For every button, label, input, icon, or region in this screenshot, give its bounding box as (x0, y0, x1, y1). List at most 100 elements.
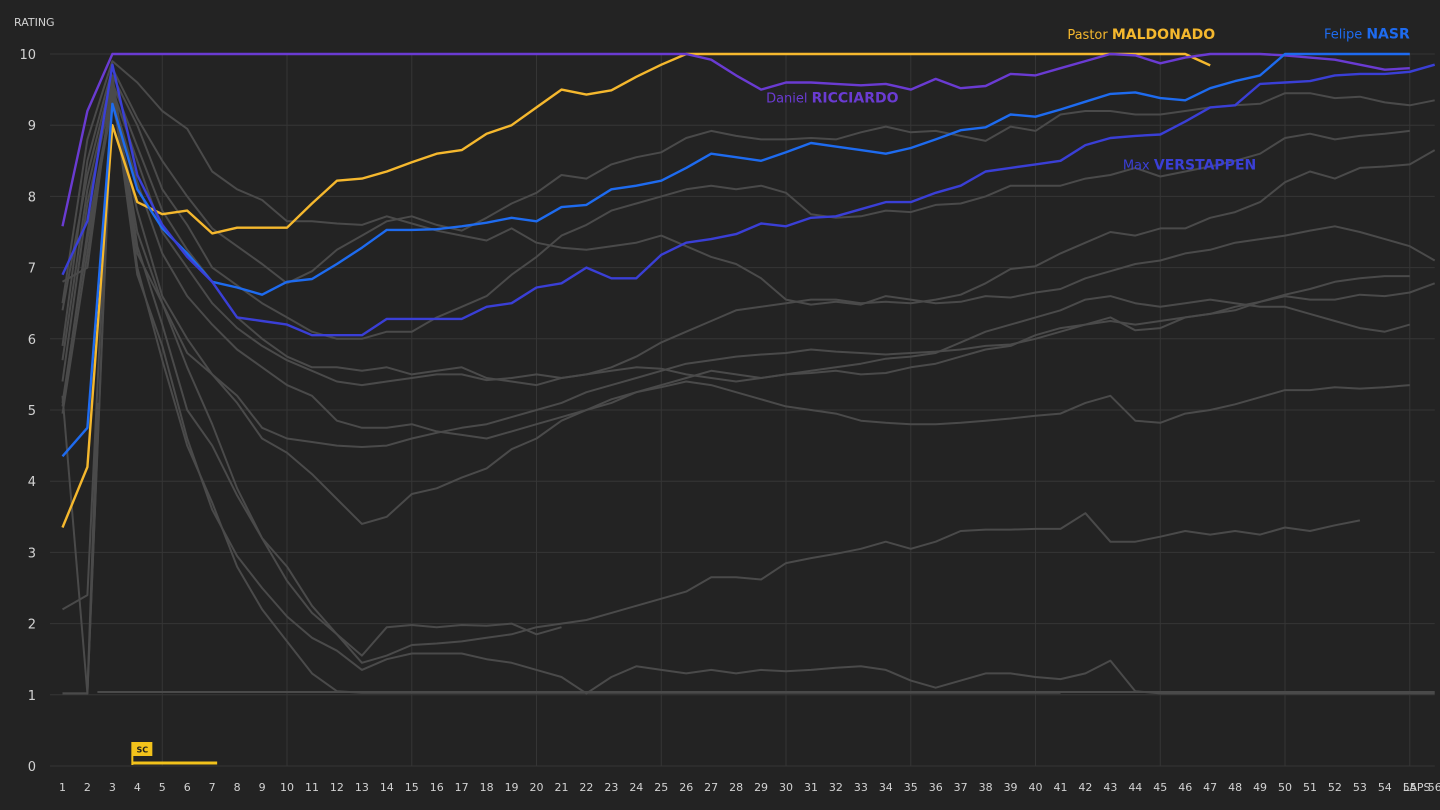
x-tick-label: 46 (1178, 781, 1192, 794)
x-tick-label: 1 (59, 781, 66, 794)
x-tick-label: 35 (904, 781, 918, 794)
x-tick-label: 19 (505, 781, 519, 794)
x-tick-label: 31 (804, 781, 818, 794)
x-tick-label: 47 (1203, 781, 1217, 794)
x-tick-label: 8 (234, 781, 241, 794)
x-tick-label: 21 (554, 781, 568, 794)
x-tick-label: 29 (754, 781, 768, 794)
x-tick-label: 45 (1153, 781, 1167, 794)
background-series-line (61, 81, 1436, 387)
series-label-last-name: VERSTAPPEN (1154, 157, 1256, 173)
background-series-line (61, 95, 1411, 440)
background-series-lines (61, 60, 1436, 695)
series-label-ricciardo: Daniel RICCIARDO (766, 90, 899, 106)
x-tick-label: 9 (259, 781, 266, 794)
y-tick-label: 5 (28, 404, 36, 419)
background-series-line (62, 74, 1361, 664)
highlighted-series-lines (61, 52, 1436, 528)
x-tick-label: 2 (84, 781, 91, 794)
x-tick-label: 7 (209, 781, 216, 794)
background-series-line (61, 88, 1410, 525)
x-tick-label: 20 (530, 781, 544, 794)
x-tick-label: 38 (979, 781, 993, 794)
x-tick-label: 49 (1253, 781, 1267, 794)
x-tick-label: 51 (1303, 781, 1317, 794)
x-tick-label: 39 (1004, 781, 1018, 794)
background-series-line (62, 81, 562, 657)
series-label-first-name: Pastor (1067, 28, 1112, 43)
y-tick-label: 10 (19, 48, 36, 63)
series-line-maldonado (61, 52, 1211, 528)
x-tick-label: 26 (679, 781, 693, 794)
x-tick-label: 44 (1128, 781, 1142, 794)
x-tick-label: 11 (305, 781, 319, 794)
x-tick-label: 33 (854, 781, 868, 794)
x-axis-title: LAPS (1403, 781, 1431, 794)
x-tick-label: 13 (355, 781, 369, 794)
background-series-line (61, 60, 1436, 306)
y-tick-label: 4 (28, 475, 36, 490)
x-tick-label: 27 (704, 781, 718, 794)
x-tick-label: 6 (184, 781, 191, 794)
series-label-first-name: Max (1123, 158, 1154, 173)
x-tick-label: 52 (1328, 781, 1342, 794)
y-tick-label: 0 (28, 760, 36, 775)
x-tick-label: 5 (159, 781, 166, 794)
x-tick-label: 18 (480, 781, 494, 794)
x-tick-label: 32 (829, 781, 843, 794)
series-line-ricciardo (61, 52, 1410, 227)
x-tick-label: 48 (1228, 781, 1242, 794)
y-tick-label: 9 (28, 119, 36, 134)
series-label-first-name: Daniel (766, 91, 812, 106)
x-tick-label: 36 (929, 781, 943, 794)
series-line-nasr (61, 52, 1410, 458)
y-axis-title: RATING (14, 16, 55, 29)
y-tick-label: 2 (28, 618, 36, 633)
background-series-line (61, 88, 1436, 387)
x-tick-label: 23 (604, 781, 618, 794)
background-series-line (61, 102, 1410, 448)
x-tick-label: 24 (629, 781, 643, 794)
series-label-maldonado: Pastor MALDONADO (1067, 27, 1215, 43)
safety-car-marker: SC (131, 742, 218, 765)
background-series-line (62, 402, 99, 695)
x-tick-label: 37 (954, 781, 968, 794)
y-tick-label: 8 (28, 190, 36, 205)
background-series-line (61, 74, 1410, 340)
series-label-last-name: MALDONADO (1112, 27, 1215, 43)
x-tick-label: 22 (579, 781, 593, 794)
y-tick-label: 1 (28, 689, 36, 704)
x-tick-label: 28 (729, 781, 743, 794)
series-label-verstappen: Max VERSTAPPEN (1123, 157, 1256, 173)
x-tick-label: 42 (1078, 781, 1092, 794)
x-tick-label: 3 (109, 781, 116, 794)
x-axis-ticks: 1 2 3 4 5 6 7 8 9 10 11 12 13 14 15 16 17 18 19 20 21 22 23 24 2… (59, 781, 1440, 794)
x-tick-label: 12 (330, 781, 344, 794)
x-tick-label: 43 (1103, 781, 1117, 794)
y-axis-ticks: 0 1 2 3 4 5 6 7 8 9 10 (19, 48, 36, 775)
series-label-last-name: NASR (1366, 26, 1410, 42)
y-tick-label: 6 (28, 333, 36, 348)
x-tick-label: 50 (1278, 781, 1292, 794)
x-tick-label: 30 (779, 781, 793, 794)
series-label-nasr: Felipe NASR (1324, 26, 1410, 42)
x-tick-label: 54 (1378, 781, 1392, 794)
x-tick-label: 34 (879, 781, 893, 794)
x-tick-label: 55 (1403, 781, 1417, 794)
x-tick-label: 15 (405, 781, 419, 794)
background-series-line (62, 88, 1435, 695)
series-label-first-name: Felipe (1324, 27, 1366, 42)
x-tick-label: 53 (1353, 781, 1367, 794)
series-label-last-name: RICCIARDO (812, 90, 899, 106)
x-tick-label: 14 (380, 781, 394, 794)
x-tick-label: 10 (280, 781, 294, 794)
x-tick-label: 16 (430, 781, 444, 794)
x-tick-label: 41 (1053, 781, 1067, 794)
x-tick-label: 56 (1428, 781, 1440, 794)
y-tick-label: 3 (28, 546, 36, 561)
x-tick-label: 4 (134, 781, 141, 794)
x-tick-label: 17 (455, 781, 469, 794)
series-line-verstappen (61, 63, 1436, 337)
x-tick-label: 25 (654, 781, 668, 794)
